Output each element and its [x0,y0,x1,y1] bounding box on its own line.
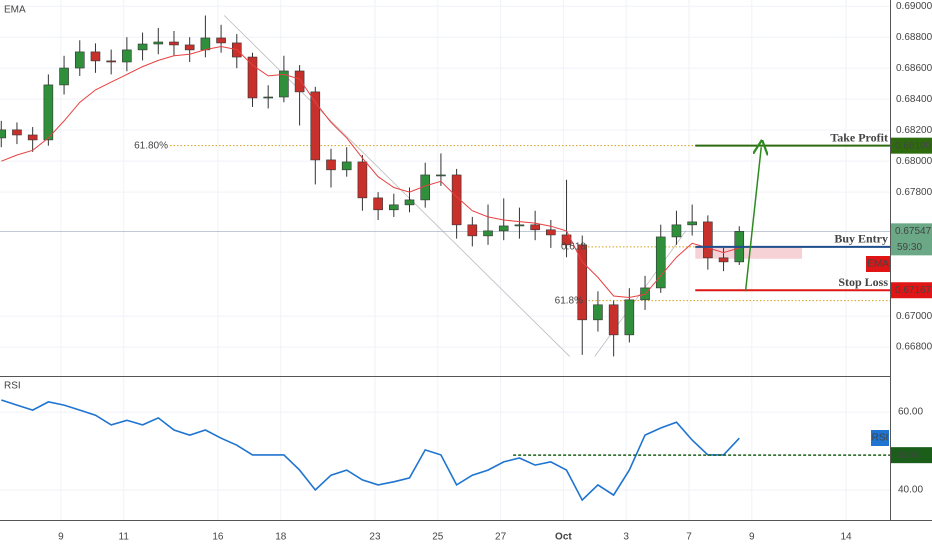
candle-body [373,197,383,211]
candle-body [169,41,179,46]
candle-body [74,51,85,69]
rsi-pane-label: RSI [4,381,21,392]
candle-body [546,229,556,236]
candle-body [530,224,540,231]
overlay: 9 11 16 18 23 25 27 Oct 3 7 9 14 0.69000 0.68800 0.686… [58,1,932,543]
candle-body [703,221,713,259]
candle-body [200,37,211,51]
x-tick-label: Oct [555,532,572,543]
y-tick-label: 0.68600 [896,63,932,74]
rsi-tick-label: 40.00 [898,485,923,496]
candle-body [216,37,226,44]
x-tick-label: 9 [749,532,755,543]
candle-body [389,204,399,211]
y-tick-label: 0.67000 [896,311,932,322]
candle-body [498,225,509,232]
x-tick-label: 18 [275,532,287,543]
candle-body [137,43,148,51]
last-price-box [891,223,932,256]
x-tick-label: 7 [686,532,692,543]
countdown: 59:30 [897,242,922,253]
x-tick-label: 11 [119,532,130,543]
y-tick-label: 0.68400 [896,94,932,105]
candle-body [90,51,101,62]
ema-name: EMA [867,259,889,270]
candle-body [451,174,462,226]
candle-body [357,161,368,199]
candle-body [122,49,132,63]
candle-body [279,70,289,98]
price-pane-label: EMA [4,5,26,16]
trade-level-name: Stop Loss [838,275,888,289]
rsi-level-label: 48.94 [896,450,921,461]
y-tick-label: 0.69000 [896,1,932,12]
candle-body [608,304,619,336]
candle-body [184,44,195,51]
candle-body [43,84,54,141]
fib-label: 0.618 [561,241,586,252]
ema-line [1,45,740,299]
candle-body [310,91,321,161]
y-tick-label: 0.68800 [896,32,932,43]
trade-level-box [891,282,932,299]
candle-body [59,67,69,86]
rsi-tick-label: 60.00 [898,407,923,418]
fib-label: 61.8% [555,295,583,306]
trade-level-value: 0.67167 [895,285,932,296]
candle-body [12,129,22,136]
candle-body [624,299,635,336]
x-tick-label: 3 [623,532,629,543]
y-tick-label: 0.68200 [896,125,932,136]
candle-body [655,236,666,289]
x-tick-label: 27 [495,532,507,543]
candle-body [593,304,603,321]
candle-body [687,221,697,226]
candle-body [153,41,164,45]
buy-zone [695,246,803,259]
candle-body [404,199,415,206]
grid [0,0,890,520]
fib-label: 61.80% [134,140,168,151]
x-tick-label: 23 [369,532,381,543]
candle-body [294,70,305,93]
trade-level-name: Take Profit [830,130,888,144]
candle-body [247,56,258,99]
rsi-name: RSI [872,433,889,444]
candle-body [0,129,7,139]
candle-body [106,60,116,63]
last-price-label: 0.67547 [895,226,932,237]
candle-body [326,159,336,171]
ema-box [866,256,890,272]
candle-body [718,257,729,263]
y-tick-label: 0.67800 [896,187,932,198]
candle-body [436,174,446,177]
x-tick-label: 25 [432,532,444,543]
trade-level-box [891,137,932,154]
candle-body [514,224,525,227]
y-tick-label: 0.68000 [896,156,932,167]
trade-level-name: Buy Entry [834,232,888,246]
candle-body [27,134,38,141]
candle-body [467,224,478,237]
candle-body [341,161,352,171]
target-arrow [744,147,762,292]
x-tick-label: 16 [212,532,224,543]
x-tick-label: 9 [58,532,64,543]
marks [0,15,890,502]
rsi-line [1,399,740,502]
rsi-name-box [871,430,889,446]
x-tick-label: 14 [840,532,852,543]
candle-body [577,244,588,321]
trade-level-value: 0.68100 [895,140,932,151]
y-tick-label: 0.66800 [896,342,932,353]
candle-body [483,230,493,237]
candle-body [263,96,273,99]
candle-body [671,224,682,238]
rsi-level-box [891,447,932,464]
